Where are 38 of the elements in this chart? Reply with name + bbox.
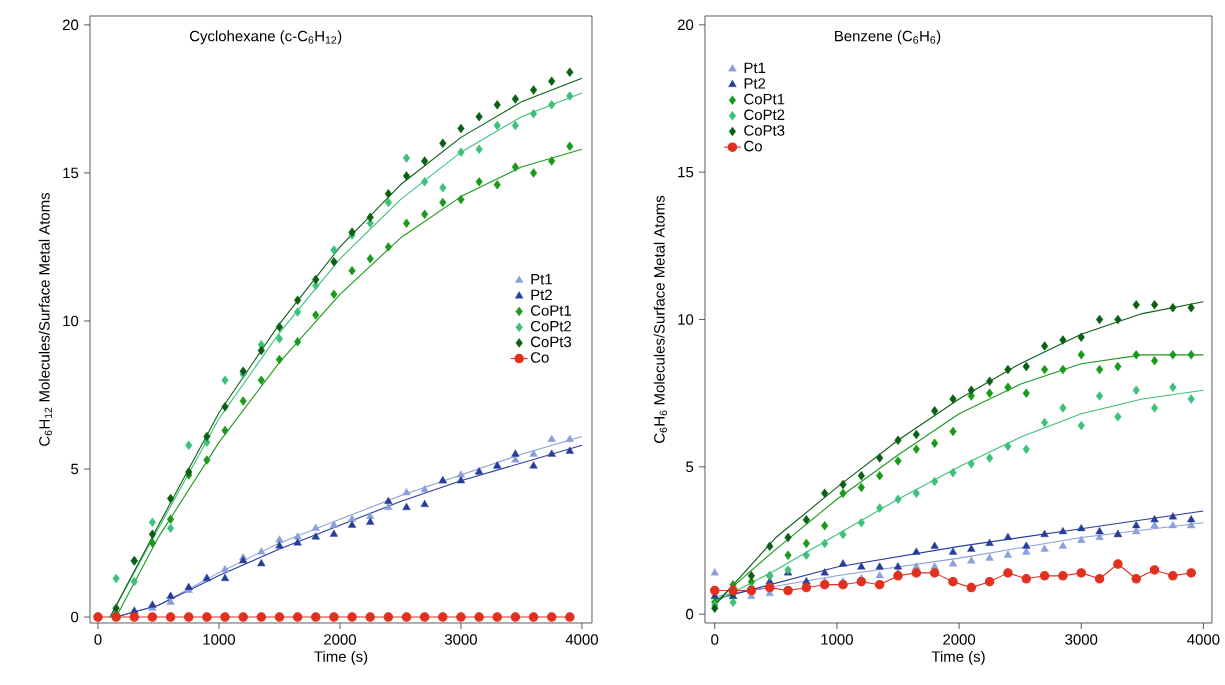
legend-label: CoPt1 [530,305,572,316]
x-tick-label: 3000 [444,634,477,645]
y-tick-label: 5 [71,463,79,475]
y-tick-label: 0 [71,611,79,623]
x-tick-label: 2000 [324,634,356,645]
legend-label: Pt2 [531,289,552,301]
y-tick-label: 5 [686,461,694,473]
legend-label: Pt2 [744,78,766,89]
y-tick-label: 20 [62,19,79,31]
legend-label: CoPt2 [744,109,785,121]
y-tick-label: 15 [63,167,79,179]
legend-label: CoPt3 [530,336,572,348]
y-tick-label: 0 [686,608,694,620]
x-tick-label: 2000 [943,634,976,645]
legend-label: Co [744,140,762,152]
y-axis-title: C$_{6}$H$_{12}$ Molecules/Surface Metal Atoms [38,192,53,446]
x-axis-title: Time (s) [931,650,985,665]
y-tick-label: 15 [678,166,694,178]
y-tick-label: 10 [678,314,694,325]
legend-label: Pt1 [744,62,766,74]
text: Benzene (C$_{6}$H$_{6}$) [835,30,941,45]
y-axis-title: C$_{6}$H$_{6}$ Molecules/Surface Metal Atoms [653,195,668,443]
x-tick-label: 3000 [1065,634,1098,645]
legend-label: CoPt2 [530,320,571,332]
legend-label: CoPt1 [744,93,785,105]
x-tick-label: 4000 [565,634,598,645]
legend-label: CoPt3 [744,125,785,136]
legend-label: Co [530,352,549,363]
x-tick-label: 0 [94,634,102,645]
x-tick-label: 1000 [203,634,235,645]
x-tick-label: 1000 [821,634,853,645]
y-tick-label: 20 [677,19,694,31]
y-tick-label: 10 [63,315,79,327]
x-tick-label: 0 [711,634,719,645]
legend-label: Pt1 [531,274,552,285]
text: Cyclohexane (c-C$_{6}$H$_{12}$) [189,30,342,45]
x-tick-label: 4000 [1187,634,1220,645]
x-axis-title: Time (s) [314,650,368,665]
